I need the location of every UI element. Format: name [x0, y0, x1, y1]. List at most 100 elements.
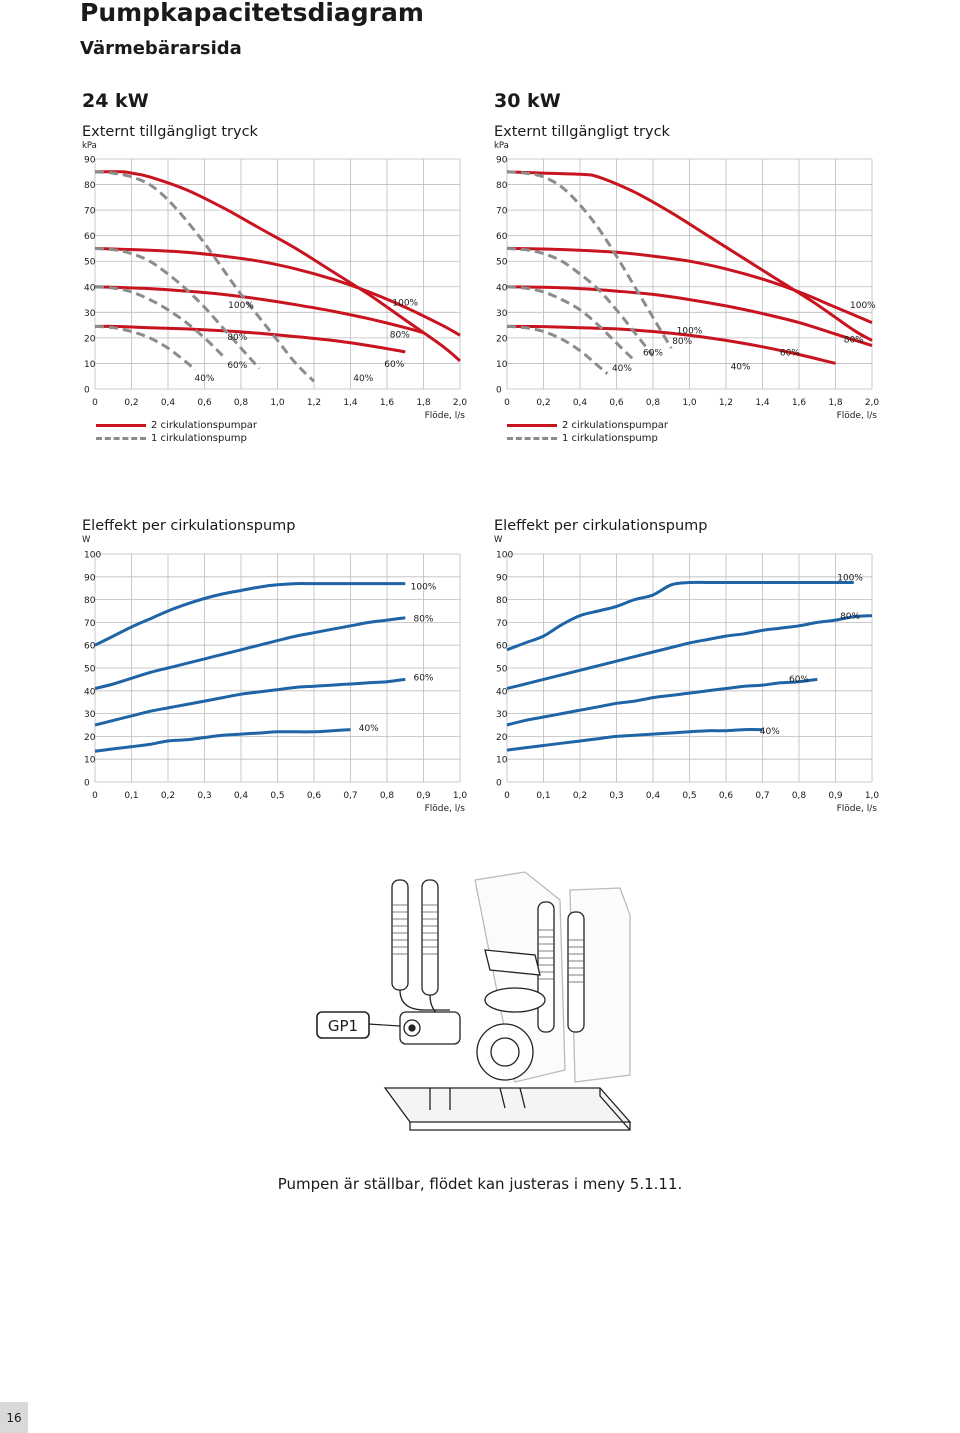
x-axis-label: Flöde, l/s [837, 411, 878, 421]
chart-title: Eleffekt per cirkulationspump [82, 518, 295, 534]
x-tick-label: 0,1 [536, 791, 550, 801]
x-tick-label: 0,8 [792, 791, 807, 801]
y-tick-label: 10 [496, 756, 508, 766]
x-tick-label: 0,6 [307, 791, 322, 801]
legend-dashed-label: 1 cirkulationspump [562, 433, 658, 444]
series-line-100pct [506, 580, 854, 652]
series-line-100pct [95, 170, 461, 363]
x-tick-label: 1,0 [270, 398, 285, 408]
x-tick-label: 0,5 [270, 791, 284, 801]
y-tick-label: 80 [496, 596, 508, 606]
heading-24kw: 24 kW [82, 90, 149, 112]
x-tick-label: 0,2 [573, 791, 587, 801]
page-number: 16 [0, 1402, 28, 1433]
y-tick-label: 100 [84, 551, 101, 561]
x-tick-label: 0 [504, 791, 510, 801]
x-tick-label: 0,2 [536, 398, 550, 408]
page-subtitle: Värmebärarsida [80, 38, 242, 59]
curve-label: 80% [227, 333, 247, 343]
series-line-40pct [94, 728, 351, 753]
y-tick-label: 60 [84, 232, 96, 242]
x-tick-label: 0 [92, 398, 98, 408]
curve-label: 40% [760, 727, 780, 737]
y-tick-label: 80 [84, 181, 96, 191]
curve-label: 80% [672, 337, 692, 347]
x-tick-label: 1,0 [865, 791, 880, 801]
legend-solid-swatch [96, 424, 146, 427]
heading-30kw: 30 kW [494, 90, 561, 112]
chart-title: Externt tillgängligt tryck [82, 124, 259, 140]
x-tick-label: 0,5 [682, 791, 696, 801]
curve-label: 60% [413, 674, 433, 684]
series-line-100pct-dashed [506, 170, 673, 349]
x-tick-label: 1,8 [828, 398, 843, 408]
chart-title: Eleffekt per cirkulationspump [494, 518, 707, 534]
y-tick-label: 60 [496, 642, 508, 652]
legend-dashed-swatch [96, 437, 146, 440]
y-tick-label: 90 [496, 156, 508, 166]
x-tick-label: 0 [92, 791, 98, 801]
curve-label: 100% [837, 573, 863, 583]
y-tick-label: 30 [84, 710, 96, 720]
x-tick-label: 2,0 [453, 398, 468, 408]
curve-label: 60% [780, 348, 800, 358]
caption: Pumpen är ställbar, flödet kan justeras … [277, 1175, 683, 1193]
x-tick-label: 0,1 [124, 791, 138, 801]
curve-label: 60% [227, 361, 247, 371]
x-tick-label: 2,0 [865, 398, 880, 408]
series-line-100pct [94, 582, 406, 647]
y-tick-label: 40 [496, 687, 508, 697]
chart-title: Externt tillgängligt tryck [494, 124, 671, 140]
pump-module-illustration: GP1 [316, 871, 632, 1131]
series-line-60pct [94, 677, 406, 727]
x-tick-label: 0,2 [161, 791, 175, 801]
y-tick-label: 30 [84, 309, 96, 319]
series-line-40pct [506, 728, 763, 752]
x-tick-label: 0,6 [719, 791, 734, 801]
y-tick-label: 20 [496, 733, 508, 743]
y-tick-label: 10 [84, 360, 96, 370]
x-tick-label: 0,7 [343, 791, 357, 801]
x-tick-label: 0,3 [609, 791, 623, 801]
curve-label: 100% [677, 327, 703, 337]
y-tick-label: 70 [496, 619, 508, 629]
y-tick-label: 50 [496, 665, 508, 675]
y-tick-label: 40 [84, 687, 96, 697]
legend-solid-swatch [507, 424, 557, 427]
y-tick-label: 0 [84, 779, 90, 789]
x-tick-label: 0,8 [234, 398, 249, 408]
x-axis-label: Flöde, l/s [425, 804, 466, 814]
curve-label: 60% [384, 360, 404, 370]
x-tick-label: 0,8 [380, 791, 395, 801]
x-tick-label: 0,2 [124, 398, 138, 408]
curve-label: 100% [411, 582, 437, 592]
series-line-60pct [506, 285, 873, 348]
y-tick-label: 20 [84, 334, 96, 344]
curve-label: 80% [390, 331, 410, 341]
y-tick-label: 40 [496, 283, 508, 293]
series-line-60pct-dashed [506, 285, 636, 362]
x-tick-label: 1,6 [380, 398, 395, 408]
curve-label: 80% [413, 614, 433, 624]
x-tick-label: 0,9 [828, 791, 843, 801]
x-tick-label: 0,8 [646, 398, 661, 408]
legend-24kw: 2 cirkulationspumpar 1 cirkulationspump [96, 419, 257, 445]
curve-label: 40% [731, 363, 751, 373]
y-tick-label: 0 [496, 386, 502, 396]
series-line-80pct [94, 616, 406, 690]
y-tick-label: 60 [496, 232, 508, 242]
gp1-label: GP1 [328, 1017, 358, 1035]
y-axis-unit: kPa [82, 141, 97, 151]
curve-label: 40% [612, 364, 632, 374]
legend-solid-label: 2 cirkulationspumpar [151, 420, 258, 431]
y-tick-label: 90 [496, 573, 508, 583]
series-line-40pct [506, 324, 836, 365]
y-tick-label: 70 [496, 207, 508, 217]
series-line-40pct-dashed [94, 324, 197, 371]
x-tick-label: 0,4 [234, 791, 249, 801]
curve-label: 100% [228, 301, 254, 311]
x-axis-label: Flöde, l/s [837, 804, 878, 814]
y-tick-label: 30 [496, 309, 508, 319]
